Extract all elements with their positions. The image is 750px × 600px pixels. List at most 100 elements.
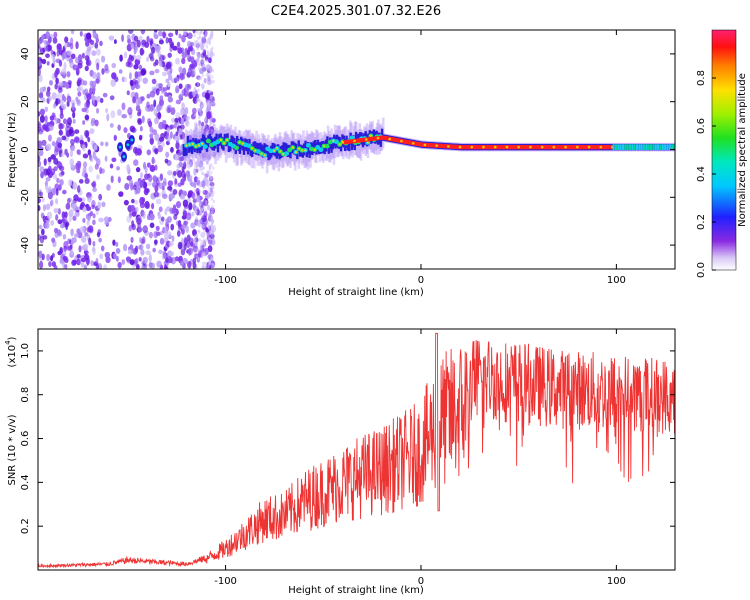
noise-speck bbox=[96, 72, 101, 80]
ridge-core bbox=[203, 135, 206, 148]
noise-speck bbox=[69, 42, 74, 50]
noise-speck bbox=[66, 49, 73, 56]
noise-speck bbox=[84, 178, 90, 184]
noise-speck bbox=[126, 34, 131, 41]
ridge-hot bbox=[591, 144, 594, 150]
ridge-tail bbox=[624, 144, 627, 150]
noise-speck bbox=[159, 237, 165, 245]
ridge-core bbox=[264, 144, 268, 157]
noise-speck bbox=[203, 210, 208, 219]
ridge-hot bbox=[356, 138, 359, 143]
ridge-hot bbox=[578, 144, 581, 150]
noise-speck bbox=[84, 114, 90, 121]
noise-speck bbox=[82, 161, 88, 169]
noise-speck bbox=[168, 251, 175, 257]
noise-speck bbox=[127, 57, 132, 66]
noise-speck bbox=[210, 102, 213, 106]
noise-speck bbox=[124, 182, 130, 191]
noise-speck bbox=[105, 256, 111, 264]
noise-speck bbox=[66, 117, 72, 126]
noise-speck bbox=[41, 139, 47, 146]
noise-speck bbox=[158, 136, 165, 142]
noise-speck bbox=[153, 31, 157, 39]
noise-speck bbox=[134, 92, 139, 100]
noise-speck bbox=[207, 74, 211, 79]
noise-speck bbox=[142, 225, 148, 234]
ridge-hot bbox=[594, 144, 597, 150]
noise-speck bbox=[142, 211, 146, 219]
ridge-hot bbox=[610, 144, 613, 150]
noise-speck bbox=[203, 186, 206, 190]
noise-speck bbox=[174, 135, 181, 141]
ridge-hot bbox=[385, 135, 388, 141]
ridge-hot bbox=[607, 144, 610, 150]
noise-speck bbox=[144, 41, 150, 48]
noise-speck bbox=[95, 96, 102, 103]
noise-speck bbox=[117, 124, 121, 131]
noise-speck bbox=[203, 229, 206, 234]
noise-speck bbox=[85, 59, 90, 66]
ridge-core bbox=[268, 147, 272, 160]
ridge-hot bbox=[442, 143, 445, 149]
ridge-tail bbox=[664, 144, 667, 150]
snr-panel: -100 0 100 0.2 0.4 0.6 0.8 1.0 Height of strai… bbox=[4, 328, 676, 596]
noise-speck bbox=[79, 203, 84, 211]
noise-speck bbox=[94, 42, 99, 49]
noise-speck bbox=[175, 85, 180, 94]
noise-speck bbox=[202, 251, 206, 256]
noise-speck bbox=[43, 40, 48, 45]
noise-speck bbox=[46, 143, 52, 151]
noise-speck bbox=[149, 90, 156, 98]
ridge-hot bbox=[452, 144, 455, 149]
noise-speck bbox=[38, 250, 43, 258]
noise-speck bbox=[198, 203, 202, 208]
noise-speck bbox=[66, 95, 72, 103]
snr-y-tick-label: 0.2 bbox=[20, 518, 31, 534]
spectrogram-y-tick-label: -40 bbox=[20, 237, 31, 253]
ridge-tail bbox=[661, 144, 664, 150]
noise-speck bbox=[151, 202, 155, 210]
noise-speck bbox=[179, 93, 183, 101]
ridge-hot bbox=[464, 144, 467, 150]
noise-speck bbox=[208, 37, 212, 41]
ridge-core bbox=[304, 140, 307, 153]
noise-speck bbox=[89, 80, 94, 88]
ridge-hot-dot bbox=[505, 145, 509, 149]
spectrogram-y-tick-label: 40 bbox=[20, 48, 31, 61]
noise-speck bbox=[42, 204, 47, 212]
noise-speck bbox=[167, 180, 174, 187]
noise-speck bbox=[201, 45, 205, 49]
noise-speck bbox=[167, 185, 173, 191]
noise-speck bbox=[190, 222, 196, 229]
noise-speck bbox=[69, 149, 74, 158]
noise-speck bbox=[134, 45, 139, 52]
noise-speck bbox=[204, 33, 208, 37]
noise-speck bbox=[187, 32, 193, 40]
noise-speck bbox=[91, 182, 96, 187]
noise-speck bbox=[193, 237, 197, 242]
ridge-hot bbox=[585, 144, 588, 150]
noise-speck bbox=[201, 73, 205, 78]
noise-speck bbox=[64, 41, 68, 49]
ridge-blob bbox=[324, 143, 330, 149]
snr-y-label: SNR (10 * v/v) bbox=[7, 414, 18, 485]
noise-speck bbox=[165, 78, 170, 84]
ridge-core bbox=[283, 142, 287, 155]
noise-speck bbox=[82, 120, 86, 125]
ridge-core bbox=[330, 140, 333, 153]
noise-speck bbox=[200, 113, 203, 117]
noise-speck bbox=[179, 260, 185, 267]
ridge-core bbox=[209, 136, 213, 149]
ridge-core bbox=[237, 138, 240, 151]
noise-speck bbox=[116, 166, 121, 171]
ridge-hot bbox=[478, 144, 481, 150]
ridge-hot bbox=[605, 144, 608, 150]
noise-speck bbox=[202, 35, 205, 40]
noise-speck bbox=[180, 178, 185, 186]
noise-speck bbox=[132, 78, 137, 85]
ridge-blob bbox=[305, 143, 311, 148]
noise-speck bbox=[200, 121, 205, 127]
noise-speck bbox=[82, 217, 86, 224]
noise-speck bbox=[187, 261, 192, 269]
noise-speck bbox=[154, 117, 159, 125]
